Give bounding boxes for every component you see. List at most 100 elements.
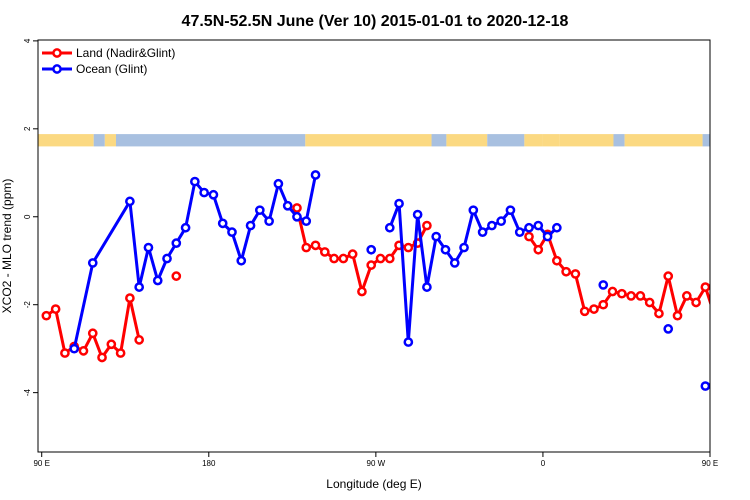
land-point bbox=[41, 310, 52, 321]
ocean-point bbox=[384, 222, 395, 233]
land-point bbox=[616, 288, 627, 299]
land-ocean-segment bbox=[93, 134, 105, 147]
ocean-point bbox=[598, 280, 609, 290]
land-ocean-segment bbox=[104, 134, 116, 147]
land-ocean-segment bbox=[542, 134, 560, 147]
ocean-point bbox=[208, 189, 219, 200]
land-legend-label: Land (Nadir&Glint) bbox=[76, 46, 175, 60]
ocean-legend-label: Ocean (Glint) bbox=[76, 62, 147, 76]
x-tick-label: 90 E bbox=[702, 459, 718, 468]
land-point bbox=[635, 291, 646, 301]
land-ocean-bar bbox=[38, 134, 710, 147]
land-ocean-segment bbox=[487, 134, 525, 147]
land-ocean-segment bbox=[613, 134, 625, 147]
ocean-point bbox=[394, 198, 404, 209]
ocean-legend-marker bbox=[52, 64, 62, 74]
ocean-point bbox=[403, 337, 414, 347]
ocean-point bbox=[292, 211, 302, 222]
land-point bbox=[125, 293, 135, 303]
land-point bbox=[598, 299, 609, 310]
ocean-point bbox=[134, 282, 145, 292]
land-point bbox=[533, 244, 544, 255]
land-point bbox=[347, 249, 358, 259]
ocean-point bbox=[69, 343, 80, 354]
plot-frame bbox=[37, 39, 711, 453]
ocean-point bbox=[162, 253, 172, 264]
ocean-point bbox=[496, 216, 507, 227]
land-point bbox=[691, 297, 701, 308]
ocean-point bbox=[505, 205, 516, 216]
ocean-point bbox=[663, 324, 674, 334]
ocean-point bbox=[514, 227, 525, 237]
land-point bbox=[329, 253, 339, 264]
land-point bbox=[681, 291, 692, 301]
chart-title: 47.5N-52.5N June (Ver 10) 2015-01-01 to … bbox=[182, 13, 569, 30]
ocean-point bbox=[180, 222, 191, 233]
land-ocean-segment bbox=[624, 134, 703, 147]
ocean-point bbox=[190, 176, 200, 187]
land-point bbox=[310, 240, 321, 251]
land-ocean-segment bbox=[305, 134, 432, 147]
land-point bbox=[375, 253, 386, 264]
ocean-point bbox=[431, 231, 442, 242]
ocean-point bbox=[217, 218, 228, 229]
land-ocean-segment bbox=[38, 134, 94, 147]
land-ocean-segment bbox=[559, 134, 614, 147]
land-point bbox=[739, 343, 746, 350]
ocean-point bbox=[273, 178, 284, 189]
y-tick-label: -4 bbox=[23, 389, 32, 397]
ocean-point bbox=[236, 255, 247, 266]
ocean-point bbox=[245, 220, 256, 231]
ocean-point bbox=[552, 222, 562, 233]
y-tick-label: -2 bbox=[23, 301, 32, 309]
land-point bbox=[663, 271, 674, 281]
land-point bbox=[700, 282, 710, 292]
ocean-point bbox=[199, 187, 209, 198]
ocean-point bbox=[468, 205, 479, 216]
land-point bbox=[78, 346, 89, 356]
land-point bbox=[97, 352, 107, 363]
ocean-point bbox=[227, 227, 237, 237]
land-ocean-segment bbox=[431, 134, 447, 147]
land-point bbox=[301, 242, 312, 253]
land-point bbox=[357, 286, 367, 297]
plot-series bbox=[41, 170, 746, 391]
ocean-point bbox=[449, 258, 460, 268]
land-point bbox=[570, 269, 581, 279]
land-point bbox=[524, 231, 534, 242]
land-ocean-segment bbox=[446, 134, 488, 147]
land-point bbox=[292, 203, 302, 213]
ocean-point bbox=[542, 231, 553, 242]
ocean-point bbox=[739, 345, 746, 352]
land-point bbox=[106, 339, 117, 350]
land-ocean-segment bbox=[702, 134, 710, 147]
ocean-point bbox=[533, 220, 544, 231]
land-point bbox=[607, 286, 618, 297]
ocean-point bbox=[459, 242, 469, 253]
land-point bbox=[654, 308, 664, 319]
ocean-point bbox=[422, 282, 432, 292]
legend: Land (Nadir&Glint) Ocean (Glint) bbox=[42, 46, 175, 76]
x-tick-label: 180 bbox=[202, 459, 216, 468]
land-point bbox=[366, 260, 377, 270]
series-group bbox=[41, 170, 746, 391]
land-point bbox=[626, 291, 636, 301]
land-point bbox=[709, 314, 710, 318]
land-point bbox=[561, 266, 571, 277]
ocean-point bbox=[254, 205, 265, 216]
land-point bbox=[50, 304, 61, 314]
ocean-point bbox=[412, 209, 423, 220]
land-point bbox=[60, 348, 70, 358]
ocean-point bbox=[487, 220, 497, 231]
land-point bbox=[579, 306, 590, 317]
land-point bbox=[720, 305, 727, 312]
ocean-point bbox=[152, 275, 163, 286]
ocean-point bbox=[171, 238, 182, 248]
land-legend-marker bbox=[52, 48, 62, 58]
x-axis-label: Longitude (deg E) bbox=[326, 477, 421, 491]
ocean-point bbox=[440, 244, 451, 255]
land-point bbox=[403, 242, 414, 253]
ocean-point bbox=[301, 216, 312, 227]
x-tick-label: 90 W bbox=[367, 459, 386, 468]
ocean-point bbox=[477, 227, 488, 237]
